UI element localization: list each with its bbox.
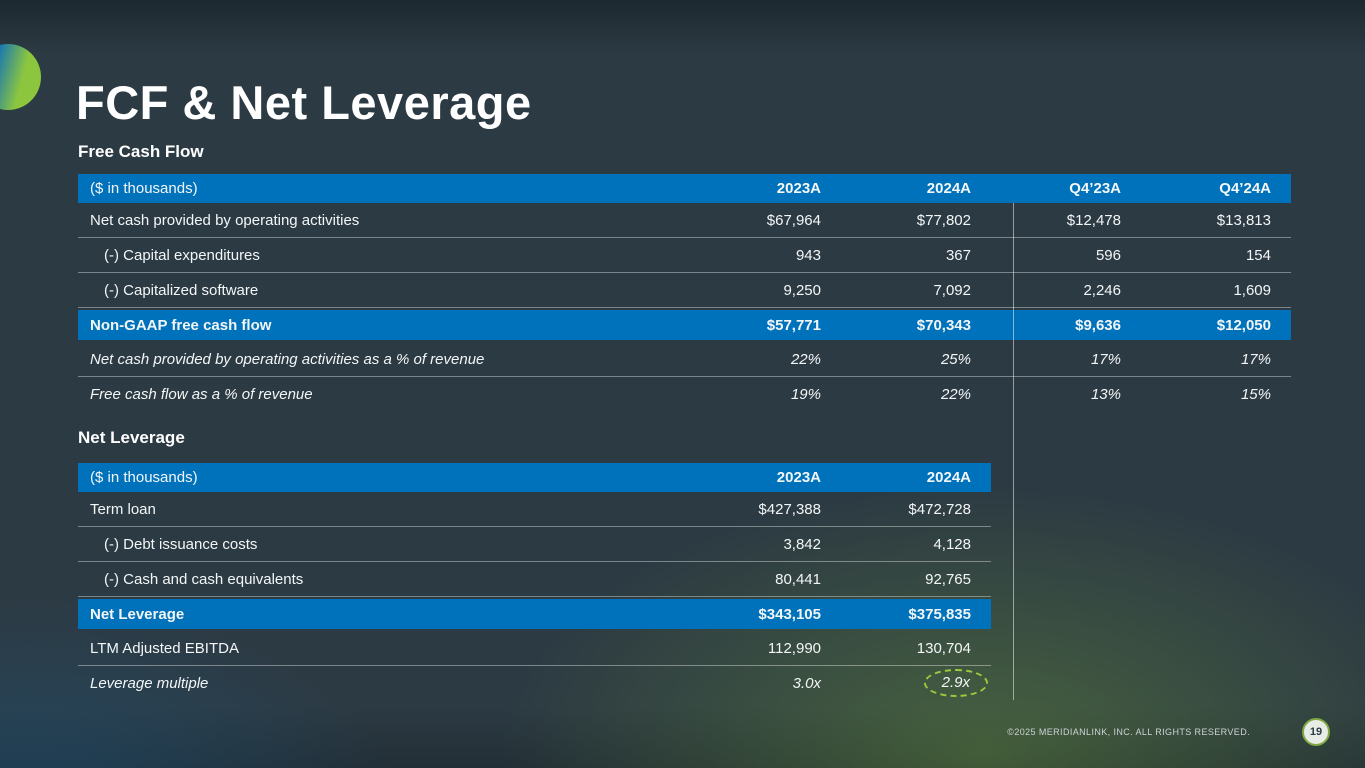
cell-value: 13%	[1090, 385, 1121, 403]
cell-value: 80,441	[775, 570, 821, 588]
copyright-text: ©2025 MERIDIANLINK, INC. ALL RIGHTS RESE…	[1007, 727, 1250, 737]
row-label: (-) Debt issuance costs	[104, 535, 258, 553]
cell-value: 596	[1095, 246, 1121, 264]
cell-value: $12,478	[1066, 211, 1121, 229]
table-row: Net Leverage $343,105 $375,835	[78, 599, 991, 629]
cell-value: 154	[1245, 246, 1271, 264]
cell-value: $13,813	[1216, 211, 1271, 229]
cell-value: $70,343	[916, 316, 971, 334]
row-label: (-) Cash and cash equivalents	[104, 570, 304, 588]
table-row: Term loan $427,388 $472,728	[78, 492, 991, 527]
cell-value: 112,990	[767, 639, 821, 657]
row-label: Net Leverage	[90, 605, 185, 623]
page-title: FCF & Net Leverage	[76, 76, 532, 130]
table-row: (-) Capital expenditures 943 367 596 154	[78, 238, 1291, 273]
column-header: 2024A	[926, 180, 971, 197]
cell-value: 7,092	[933, 281, 971, 299]
cell-value: 25%	[940, 350, 971, 368]
free-cash-flow-table: ($ in thousands) 2023A 2024A Q4’23A Q4’24A Ne…	[78, 174, 1291, 411]
row-label: (-) Capitalized software	[104, 281, 259, 299]
annual-quarterly-divider	[1013, 203, 1014, 700]
row-label: (-) Capital expenditures	[104, 246, 260, 264]
row-label: Non-GAAP free cash flow	[90, 316, 272, 334]
cell-value: $57,771	[766, 316, 821, 334]
row-label: LTM Adjusted EBITDA	[90, 639, 239, 657]
table-row: (-) Cash and cash equivalents 80,441 92,76…	[78, 562, 991, 597]
cell-value: $472,728	[908, 500, 971, 518]
net-leverage-section-heading: Net Leverage	[78, 428, 185, 447]
cell-value: 15%	[1240, 385, 1271, 403]
column-header: Q4’23A	[1069, 180, 1121, 197]
table-row: (-) Capitalized software 9,250 7,092 2,246 1…	[78, 273, 1291, 308]
cell-value: 9,250	[783, 281, 821, 299]
row-label: Free cash flow as a % of revenue	[90, 385, 313, 403]
cell-value: $343,105	[758, 605, 821, 623]
column-header: 2023A	[776, 469, 821, 486]
column-header: 2024A	[926, 469, 971, 486]
table-header-row: ($ in thousands) 2023A 2024A Q4’23A Q4’24A	[78, 174, 1291, 203]
cell-value: 3,842	[783, 535, 821, 553]
brand-logo-icon	[0, 44, 41, 110]
unit-label: ($ in thousands)	[90, 469, 198, 486]
cell-value: $427,388	[758, 500, 821, 518]
cell-value: $77,802	[916, 211, 971, 229]
row-label: Net cash provided by operating activitie…	[90, 350, 485, 368]
row-label: Term loan	[90, 500, 156, 518]
cell-value: 17%	[1090, 350, 1121, 368]
cell-value: 2.9x	[841, 669, 991, 697]
page-number-badge: 19	[1302, 718, 1330, 746]
cell-value: 2,246	[1083, 281, 1121, 299]
column-header: Q4’24A	[1219, 180, 1271, 197]
table-header-row: ($ in thousands) 2023A 2024A	[78, 463, 991, 492]
cell-value: 92,765	[925, 570, 971, 588]
table-row: (-) Debt issuance costs 3,842 4,128	[78, 527, 991, 562]
cell-value: 17%	[1240, 350, 1271, 368]
cell-value: 3.0x	[792, 674, 821, 692]
row-label: Net cash provided by operating activitie…	[90, 211, 360, 229]
cell-value: 22%	[790, 350, 821, 368]
cell-value: 367	[945, 246, 971, 264]
cell-value: 19%	[790, 385, 821, 403]
unit-label: ($ in thousands)	[90, 180, 198, 197]
cell-value: $12,050	[1216, 316, 1271, 334]
table-row: Net cash provided by operating activitie…	[78, 203, 1291, 238]
table-row: LTM Adjusted EBITDA 112,990 130,704	[78, 631, 991, 666]
cell-value: 943	[795, 246, 821, 264]
cell-value: $375,835	[908, 605, 971, 623]
cell-value: 22%	[940, 385, 971, 403]
highlight-ellipse: 2.9x	[923, 669, 988, 697]
table-row: Free cash flow as a % of revenue 19% 22% 13…	[78, 377, 1291, 411]
row-label: Leverage multiple	[90, 674, 209, 692]
table-row: Leverage multiple 3.0x 2.9x	[78, 666, 991, 700]
net-leverage-table: ($ in thousands) 2023A 2024A Term loan $427,…	[78, 463, 1013, 700]
cell-value: 1,609	[1233, 281, 1271, 299]
table-row: Non-GAAP free cash flow $57,771 $70,343 $9,…	[78, 310, 1291, 340]
cell-value: $9,636	[1075, 316, 1121, 334]
cell-value: $67,964	[766, 211, 821, 229]
column-header: 2023A	[776, 180, 821, 197]
table-row: Net cash provided by operating activitie…	[78, 342, 1291, 377]
fcf-section-heading: Free Cash Flow	[78, 142, 204, 161]
cell-value: 4,128	[933, 535, 971, 553]
cell-value: 130,704	[916, 639, 971, 657]
